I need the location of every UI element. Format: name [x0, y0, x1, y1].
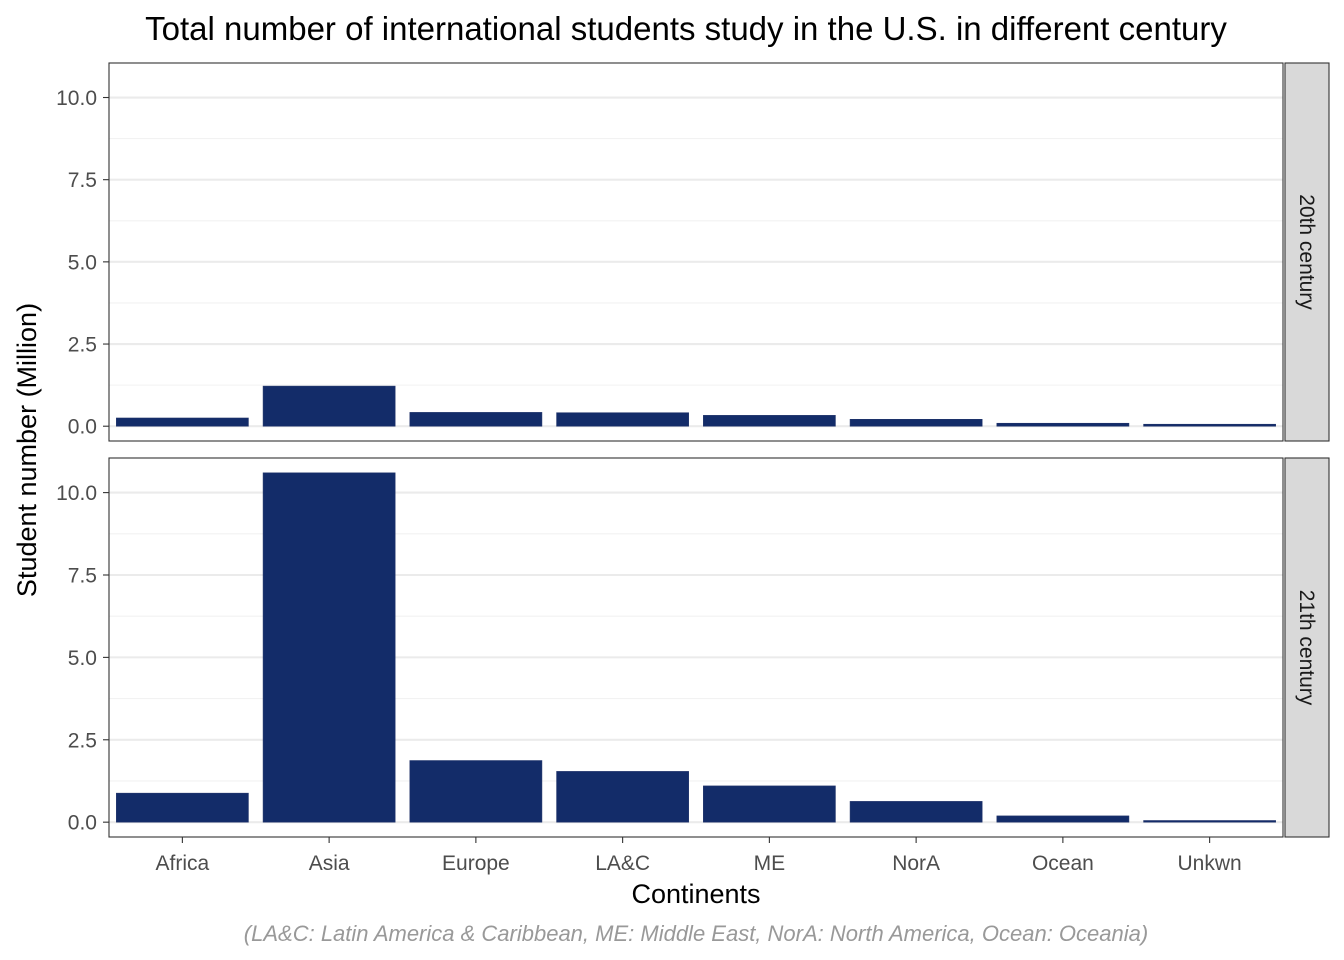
bar-unkwn [1143, 423, 1276, 427]
facet-strip-label: 20th century [1295, 194, 1318, 310]
x-tick-label-la-c: LA&C [595, 852, 650, 875]
y-tick-label: 5.0 [68, 251, 97, 274]
y-tick-label: 10.0 [56, 87, 97, 110]
y-tick-label: 10.0 [56, 482, 97, 505]
facet-panels: 0.0 2.5 5.0 7.5 10.0 20th century 0.0 2.5 5.0 7.5… [56, 62, 1330, 838]
bar-ocean [996, 815, 1130, 823]
x-tick-label-ocean: Ocean [1032, 852, 1094, 875]
chart-title: Total number of international students s… [145, 10, 1227, 47]
facet-panel-21th-century: 0.0 2.5 5.0 7.5 10.0 21th century [56, 457, 1330, 838]
y-tick-label: 7.5 [68, 169, 97, 192]
x-tick-label-me: ME [754, 852, 786, 875]
bar-me [703, 785, 836, 823]
facet-strip [1284, 62, 1330, 442]
y-tick-label: 2.5 [68, 729, 97, 752]
bar-me [703, 415, 836, 427]
bar-asia [262, 472, 396, 823]
bar-nora [849, 419, 983, 427]
x-tick-label-nora: NorA [892, 852, 940, 875]
bar-ocean [996, 422, 1130, 427]
bar-la-c [556, 771, 689, 823]
panel-border [108, 457, 1284, 838]
facet-strip [1284, 457, 1330, 838]
y-tick-label: 2.5 [68, 334, 97, 357]
x-tick-label-asia: Asia [309, 852, 350, 875]
panel-background [109, 63, 1283, 441]
bar-europe [409, 412, 543, 427]
facet-strip-label: 21th century [1295, 590, 1318, 706]
bar-nora [849, 801, 983, 823]
bar-la-c [556, 412, 689, 427]
y-tick-label: 0.0 [68, 416, 97, 439]
x-tick-label-africa: Africa [156, 852, 210, 875]
panel-border [108, 62, 1284, 442]
bar-africa [116, 417, 249, 427]
bar-europe [409, 760, 543, 823]
bar-africa [116, 792, 249, 823]
x-axis-title: Continents [631, 879, 760, 909]
bar-unkwn [1143, 820, 1276, 823]
facet-panel-20th-century: 0.0 2.5 5.0 7.5 10.0 20th century [56, 62, 1330, 442]
x-axis: Africa Asia Europe LA&C ME NorA Ocean Unkwn [156, 837, 1242, 875]
bar-asia [262, 385, 396, 427]
y-tick-label: 0.0 [68, 812, 97, 835]
y-tick-label: 7.5 [68, 564, 97, 587]
x-tick-label-europe: Europe [442, 852, 510, 875]
y-axis-title: Student number (Million) [12, 303, 42, 597]
chart-caption: (LA&C: Latin America & Caribbean, ME: Mi… [244, 921, 1148, 946]
y-tick-label: 5.0 [68, 647, 97, 670]
x-tick-label-unkwn: Unkwn [1178, 852, 1242, 875]
